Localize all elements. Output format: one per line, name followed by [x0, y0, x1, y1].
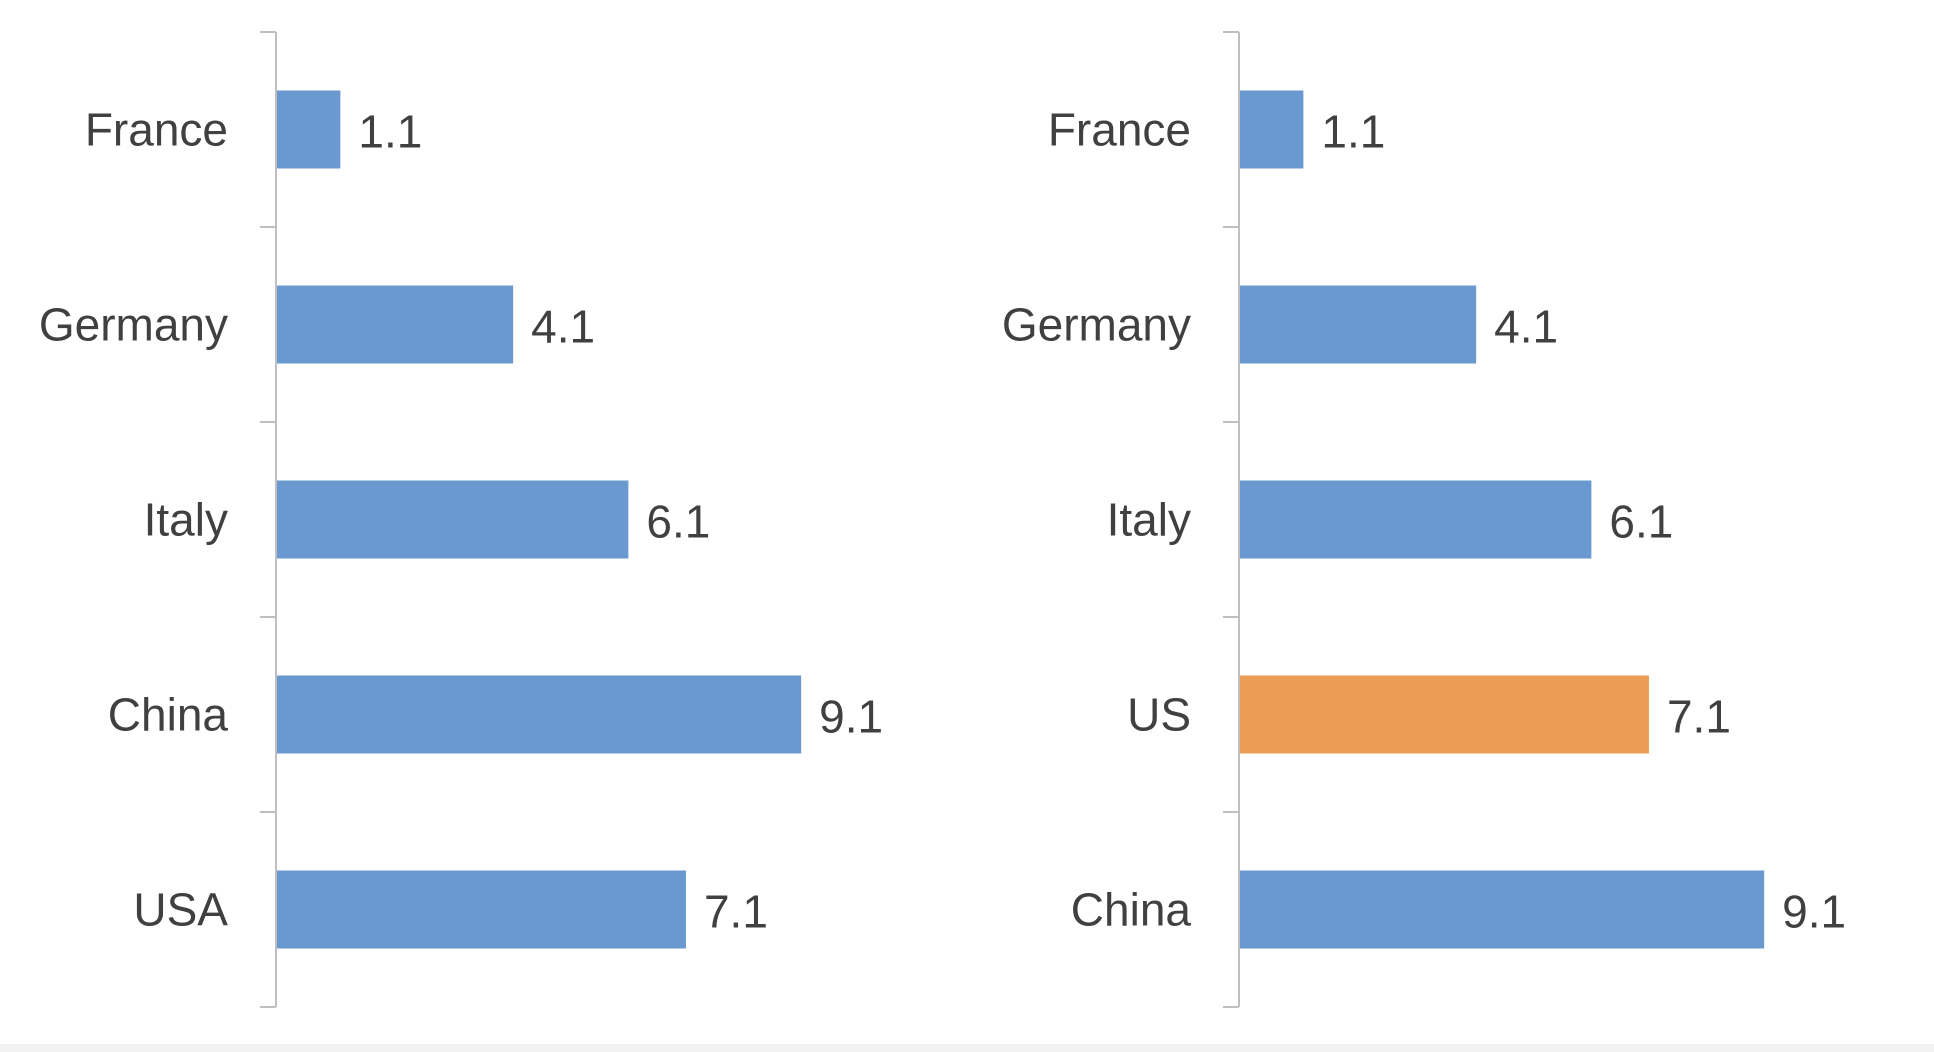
- left-value-label: 6.1: [646, 496, 710, 548]
- right-category-label: Italy: [1107, 494, 1191, 546]
- left-value-label: 1.1: [358, 106, 422, 158]
- right-bar-france: [1240, 90, 1304, 169]
- right-bar-china: [1240, 870, 1765, 949]
- left-category-label: France: [85, 104, 228, 156]
- right-value-label: 4.1: [1494, 301, 1558, 353]
- left-bar-france: [277, 90, 341, 169]
- left-value-label: 4.1: [531, 301, 595, 353]
- left-category-label: Germany: [39, 299, 228, 351]
- left-category-label: China: [108, 689, 229, 741]
- right-value-label: 9.1: [1782, 886, 1846, 938]
- bar-chart-left: France 1.1 Germany 4.1 Italy 6.1 China 9.1 USA 7.…: [39, 31, 883, 1008]
- right-category-label: France: [1048, 104, 1191, 156]
- right-bar-germany: [1240, 285, 1477, 364]
- left-bar-china: [277, 675, 802, 754]
- right-value-label: 1.1: [1321, 106, 1385, 158]
- left-value-label: 7.1: [704, 886, 768, 938]
- bottom-strip: [0, 1044, 1934, 1052]
- right-category-label: Germany: [1002, 299, 1191, 351]
- right-value-label: 6.1: [1609, 496, 1673, 548]
- left-category-label: USA: [133, 884, 228, 936]
- left-bar-usa: [277, 870, 686, 949]
- left-value-label: 9.1: [819, 691, 883, 743]
- right-value-label: 7.1: [1667, 691, 1731, 743]
- left-bar-germany: [277, 285, 514, 364]
- left-bar-italy: [277, 480, 629, 559]
- right-bar-italy: [1240, 480, 1592, 559]
- bar-chart-right: France 1.1 Germany 4.1 Italy 6.1 US 7.1 China 9.1: [1002, 31, 1846, 1008]
- right-bar-us: [1240, 675, 1649, 754]
- left-category-label: Italy: [144, 494, 228, 546]
- right-category-label: US: [1127, 689, 1191, 741]
- right-category-label: China: [1071, 884, 1192, 936]
